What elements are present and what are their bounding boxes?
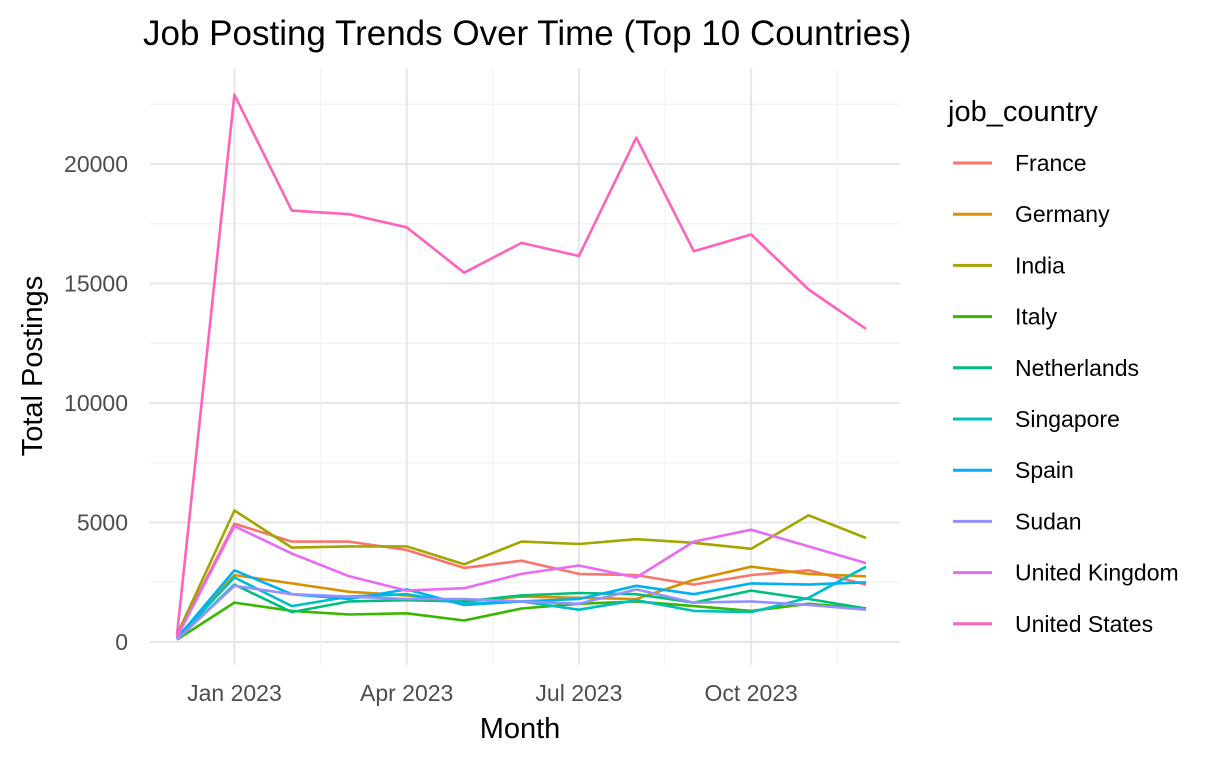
legend-label-sudan: Sudan xyxy=(1015,508,1082,534)
y-tick-label: 5000 xyxy=(77,510,128,536)
x-tick-label: Oct 2023 xyxy=(704,680,797,706)
legend-label-united-kingdom: United Kingdom xyxy=(1015,560,1179,586)
series-line-sudan xyxy=(176,584,867,641)
legend-label-singapore: Singapore xyxy=(1015,406,1120,432)
x-tick-label: Jul 2023 xyxy=(535,680,622,706)
y-tick-label: 15000 xyxy=(64,271,128,297)
legend-items: France Germany India Italy Netherlands Singap… xyxy=(953,150,1179,637)
series-line-netherlands xyxy=(176,583,867,641)
legend-label-india: India xyxy=(1015,252,1065,278)
y-tick-label: 10000 xyxy=(64,390,128,416)
y-tick-label: 20000 xyxy=(64,151,128,177)
legend-label-united-states: United States xyxy=(1015,611,1153,637)
legend: job_country France Germany India Italy Nethe… xyxy=(947,96,1179,637)
legend-title: job_country xyxy=(947,96,1098,128)
legend-label-netherlands: Netherlands xyxy=(1015,355,1139,381)
series-line-united-states xyxy=(175,93,867,635)
series-lines xyxy=(175,93,867,641)
series-line-france xyxy=(175,522,867,637)
legend-label-spain: Spain xyxy=(1015,457,1074,483)
chart-title: Job Posting Trends Over Time (Top 10 Cou… xyxy=(143,14,911,53)
legend-label-germany: Germany xyxy=(1015,201,1110,227)
y-tick-label: 0 xyxy=(115,629,128,655)
legend-label-france: France xyxy=(1015,150,1087,176)
x-tick-label: Jan 2023 xyxy=(187,680,282,706)
series-line-india xyxy=(175,509,867,636)
y-axis-title: Total Postings xyxy=(17,276,49,457)
x-tick-label: Apr 2023 xyxy=(360,680,453,706)
series-line-united-kingdom xyxy=(175,524,867,638)
legend-label-italy: Italy xyxy=(1015,304,1058,330)
x-axis-title: Month xyxy=(480,713,561,745)
axes: 0 5000 10000 15000 20000 Jan 2023 Apr 2023 Jul … xyxy=(64,151,798,706)
